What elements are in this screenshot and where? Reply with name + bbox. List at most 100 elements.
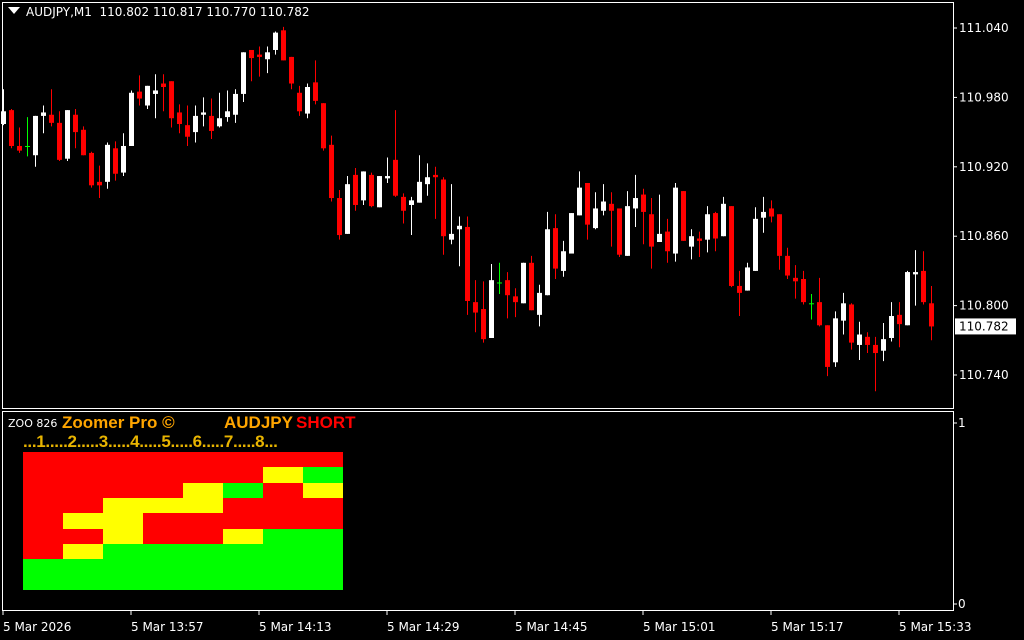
heatmap-cell (303, 467, 343, 483)
candle-body (569, 213, 574, 254)
heatmap-cell (183, 513, 223, 529)
candle (41, 105, 46, 134)
candle (713, 211, 718, 252)
candle-body (297, 92, 302, 112)
candle (849, 303, 854, 350)
price-tick-label: 110.740 (959, 368, 1009, 382)
candle (145, 85, 150, 109)
heatmap-cell (63, 452, 103, 468)
candle (441, 177, 446, 255)
heatmap-cell (303, 543, 343, 560)
candle-body (529, 262, 534, 311)
candle (457, 216, 462, 267)
candle (81, 126, 86, 156)
candle (561, 240, 566, 277)
candle-body (497, 282, 502, 284)
candle-body (57, 122, 62, 160)
candle (337, 189, 342, 240)
candle-body (545, 229, 550, 296)
heatmap-cell (103, 559, 143, 575)
candle-body (289, 56, 294, 84)
candle-body (737, 285, 742, 293)
candle (761, 196, 766, 233)
candle (433, 166, 438, 219)
heatmap-cell (103, 574, 143, 590)
candle-body (577, 187, 582, 216)
candle-body (41, 112, 46, 116)
candle-body (33, 115, 38, 156)
heatmap-cell (223, 543, 263, 560)
dropdown-triangle-icon[interactable] (8, 7, 20, 14)
indicator-signal: SHORT (296, 413, 356, 432)
candle (633, 174, 638, 227)
candle-body (225, 111, 230, 118)
candle (401, 193, 406, 224)
candle (481, 281, 486, 343)
candle-body (273, 32, 278, 50)
candle-body (89, 152, 94, 186)
heatmap-cell (223, 467, 263, 483)
candle (889, 302, 894, 342)
candle-body (209, 115, 214, 131)
candle-body (833, 318, 838, 363)
candle-body (457, 225, 462, 230)
time-tick-label: 5 Mar 14:29 (387, 620, 460, 634)
heatmap-cell (263, 513, 303, 529)
heatmap-cell (223, 559, 263, 575)
candle-body (49, 114, 54, 123)
heatmap-cell (63, 467, 103, 483)
time-tick-label: 5 Mar 14:13 (259, 620, 332, 634)
heatmap-cell (183, 452, 223, 468)
candle (265, 46, 270, 74)
candle (113, 141, 118, 181)
candle-body (689, 236, 694, 247)
candle (801, 270, 806, 305)
candle (513, 288, 518, 318)
candle (841, 292, 846, 335)
heatmap-cell (103, 513, 143, 529)
heatmap-cell (303, 497, 343, 514)
candle-body (865, 336, 870, 345)
candle-body (609, 203, 614, 211)
chart-header: AUDJPY,M1 110.802 110.817 110.770 110.78… (8, 5, 309, 19)
current-price-label: 110.782 (959, 319, 1009, 333)
candle (609, 192, 614, 247)
heatmap-cell (263, 543, 303, 560)
candle (665, 218, 670, 263)
price-tick-label: 110.980 (959, 90, 1009, 104)
candle-body (913, 272, 918, 275)
candle (153, 74, 158, 119)
candle (369, 172, 374, 208)
candle-body (129, 92, 134, 146)
candle-body (553, 228, 558, 269)
candle (569, 213, 574, 254)
candle-body (441, 179, 446, 237)
candle-body (73, 114, 78, 133)
indicator-axis-top: 1 (958, 416, 966, 430)
candle (385, 157, 390, 183)
heatmap-cell (103, 452, 143, 468)
candle-body (185, 125, 190, 137)
candle-body (241, 52, 246, 94)
candle (617, 208, 622, 258)
candle-body (257, 54, 262, 57)
candle-body (697, 238, 702, 241)
candle-body (161, 83, 166, 87)
candle-body (713, 213, 718, 239)
candle-body (345, 184, 350, 234)
heatmap-cell (303, 452, 343, 468)
heatmap-cell (303, 513, 343, 529)
candle-body (361, 171, 366, 201)
candle-body (473, 302, 478, 313)
candle-body (409, 200, 414, 205)
candle-body (249, 49, 254, 59)
candle (193, 105, 198, 143)
candle-body (777, 214, 782, 256)
heatmap-cell (143, 513, 183, 529)
candle (233, 89, 238, 123)
candle-body (329, 144, 334, 199)
indicator-axis-bottom: 0 (958, 597, 966, 611)
candle-body (369, 174, 374, 207)
heatmap-cell (223, 513, 263, 529)
candle (161, 74, 166, 112)
